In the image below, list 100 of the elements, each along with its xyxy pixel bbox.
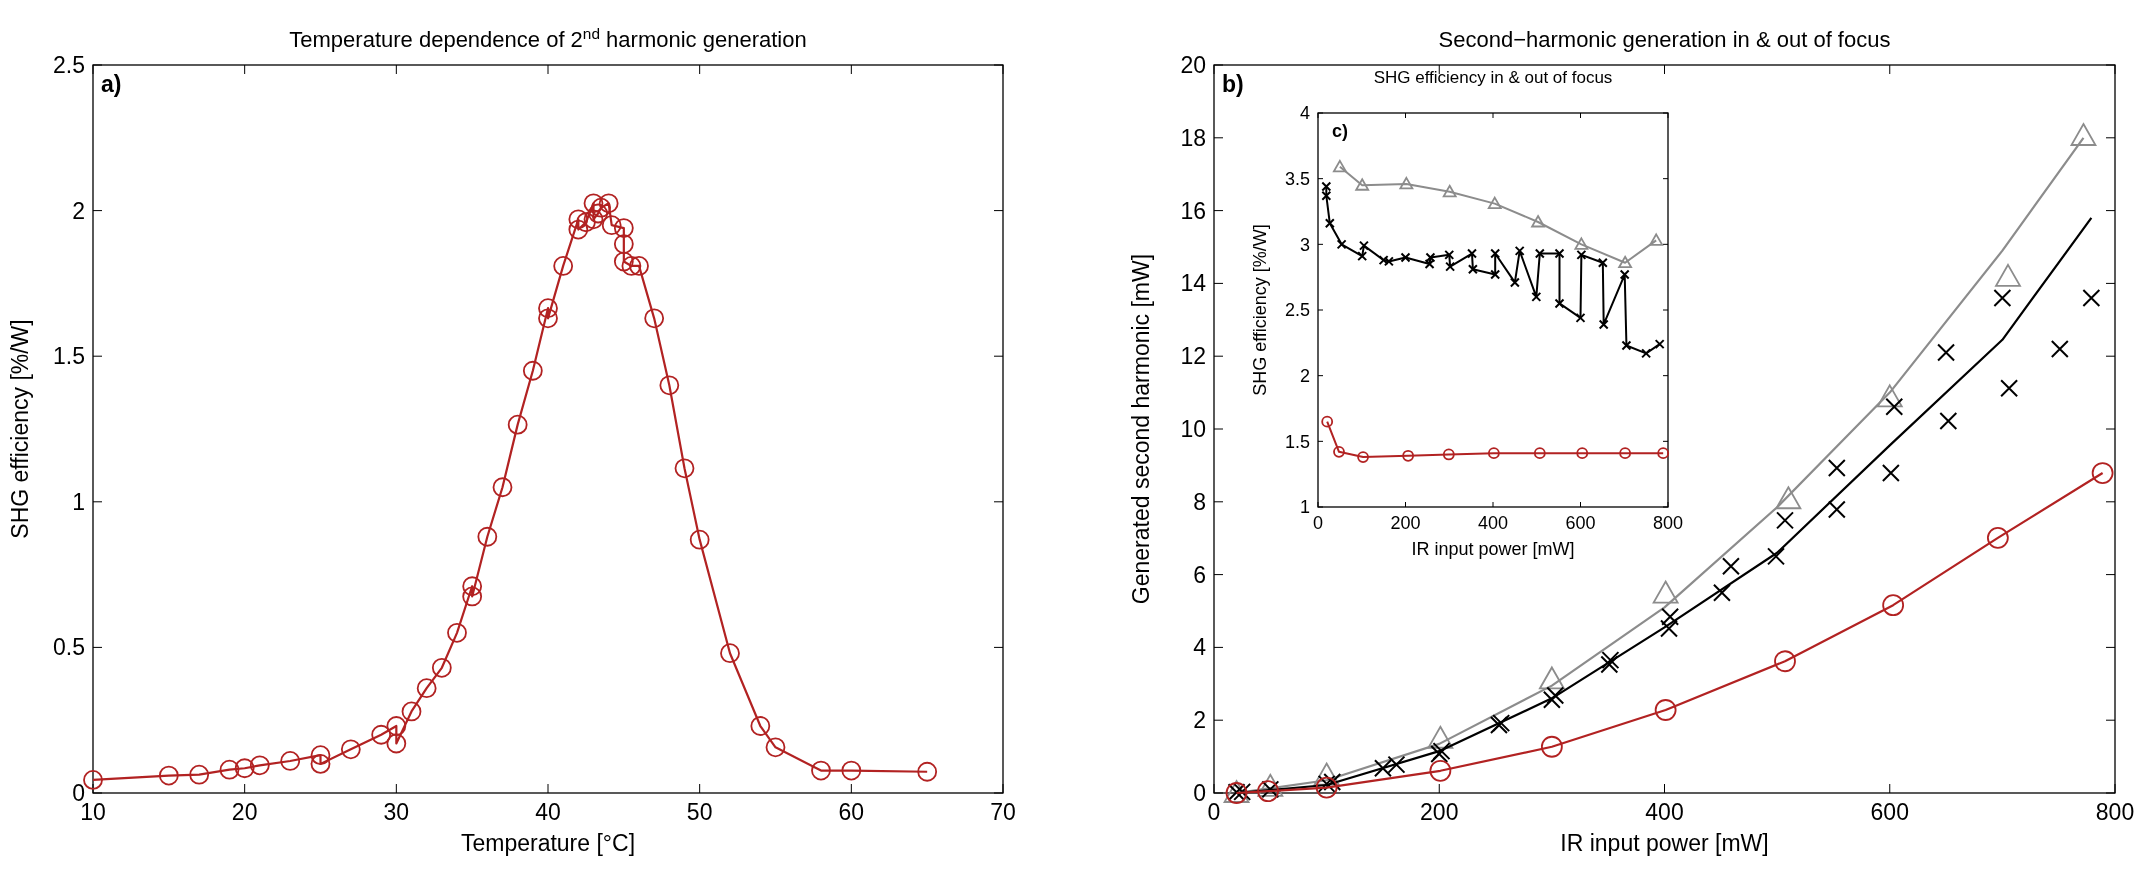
y-tick-label: 16 bbox=[1180, 197, 1206, 224]
chart-title: Second−harmonic generation in & out of focus bbox=[1438, 27, 1891, 52]
y-tick-label: 2.5 bbox=[1284, 300, 1310, 321]
point bbox=[1429, 759, 1452, 782]
point bbox=[1357, 451, 1369, 463]
point bbox=[598, 193, 619, 214]
point bbox=[553, 256, 574, 276]
x-tick-label: 70 bbox=[990, 799, 1016, 825]
point bbox=[1995, 263, 2021, 287]
point bbox=[1882, 594, 1905, 617]
point bbox=[1993, 288, 2012, 307]
x-tick-label: 800 bbox=[2095, 799, 2135, 825]
point bbox=[310, 753, 331, 774]
point bbox=[583, 209, 604, 230]
point bbox=[1574, 237, 1589, 250]
point bbox=[2050, 339, 2069, 358]
point bbox=[1387, 755, 1406, 774]
x-tick-label: 40 bbox=[535, 799, 561, 825]
point bbox=[477, 526, 498, 547]
point bbox=[1315, 776, 1338, 799]
y-tick-label: 3.5 bbox=[1284, 168, 1310, 189]
point bbox=[568, 209, 589, 230]
point bbox=[371, 724, 392, 745]
annotation: a) bbox=[101, 71, 122, 97]
point bbox=[2000, 379, 2019, 398]
point bbox=[1399, 177, 1414, 190]
y-tick-label: 2.5 bbox=[53, 52, 85, 79]
point bbox=[1881, 464, 1900, 483]
point bbox=[644, 308, 665, 329]
point bbox=[629, 256, 649, 276]
point bbox=[1576, 249, 1587, 260]
y-tick-label: 4 bbox=[1299, 103, 1310, 124]
point bbox=[568, 219, 589, 240]
point bbox=[1776, 511, 1795, 530]
point bbox=[1490, 269, 1501, 280]
point bbox=[1333, 445, 1345, 458]
point bbox=[1400, 252, 1411, 263]
point bbox=[613, 251, 634, 272]
point bbox=[340, 739, 361, 760]
point bbox=[689, 529, 710, 550]
point bbox=[1427, 725, 1454, 749]
point bbox=[1514, 245, 1525, 256]
point bbox=[462, 586, 483, 607]
point bbox=[1619, 269, 1630, 280]
point bbox=[1546, 686, 1565, 705]
point bbox=[583, 193, 604, 214]
point bbox=[591, 197, 611, 218]
x-tick-label: 200 bbox=[1390, 513, 1421, 533]
point bbox=[1487, 196, 1502, 210]
x-tick-label: 400 bbox=[1477, 513, 1509, 533]
annotation: b) bbox=[1222, 71, 1244, 97]
point bbox=[1661, 607, 1680, 626]
y-tick-label: 1 bbox=[1299, 497, 1310, 518]
point bbox=[1939, 411, 1958, 430]
point bbox=[1321, 190, 1332, 201]
point bbox=[1487, 447, 1500, 460]
point bbox=[1619, 447, 1632, 460]
point bbox=[1827, 458, 1846, 477]
y-tick-label: 3 bbox=[1299, 234, 1310, 255]
x-tick-label: 50 bbox=[686, 799, 713, 825]
point bbox=[1336, 239, 1347, 250]
point bbox=[538, 308, 558, 329]
x-axis-title: Temperature [°C] bbox=[460, 830, 636, 856]
point bbox=[1402, 449, 1415, 462]
point bbox=[1986, 526, 2009, 549]
point bbox=[811, 760, 831, 781]
x-axis-title: IR input power [mW] bbox=[1411, 539, 1575, 559]
y-tick-label: 0 bbox=[1193, 780, 1206, 807]
point bbox=[1357, 251, 1368, 262]
point bbox=[189, 764, 210, 785]
y-tick-label: 1.5 bbox=[53, 343, 85, 370]
y-tick-label: 2 bbox=[1299, 365, 1310, 386]
point bbox=[1355, 178, 1370, 191]
x-tick-label: 0 bbox=[1312, 513, 1324, 533]
point bbox=[158, 765, 179, 786]
point bbox=[1774, 650, 1796, 673]
point bbox=[1442, 184, 1457, 198]
point bbox=[1257, 773, 1284, 797]
point bbox=[1467, 248, 1477, 259]
point bbox=[1876, 384, 1903, 408]
y-tick-label: 4 bbox=[1193, 634, 1207, 661]
x-tick-label: 60 bbox=[838, 799, 865, 825]
point bbox=[538, 298, 558, 319]
y-axis-title: SHG efficiency [%/W] bbox=[1250, 224, 1270, 396]
point bbox=[416, 678, 437, 699]
point bbox=[1721, 557, 1740, 576]
y-tick-label: 6 bbox=[1193, 561, 1206, 588]
point bbox=[1534, 248, 1545, 259]
point bbox=[1425, 252, 1436, 263]
point bbox=[386, 733, 407, 754]
point bbox=[1641, 348, 1652, 359]
point bbox=[1358, 240, 1369, 251]
point bbox=[1660, 619, 1679, 638]
point bbox=[1618, 255, 1633, 269]
x-tick-label: 20 bbox=[231, 799, 258, 825]
point bbox=[1424, 259, 1435, 270]
point bbox=[621, 256, 642, 276]
x-tick-label: 600 bbox=[1565, 513, 1596, 533]
point bbox=[1654, 339, 1665, 350]
point bbox=[1490, 248, 1501, 259]
